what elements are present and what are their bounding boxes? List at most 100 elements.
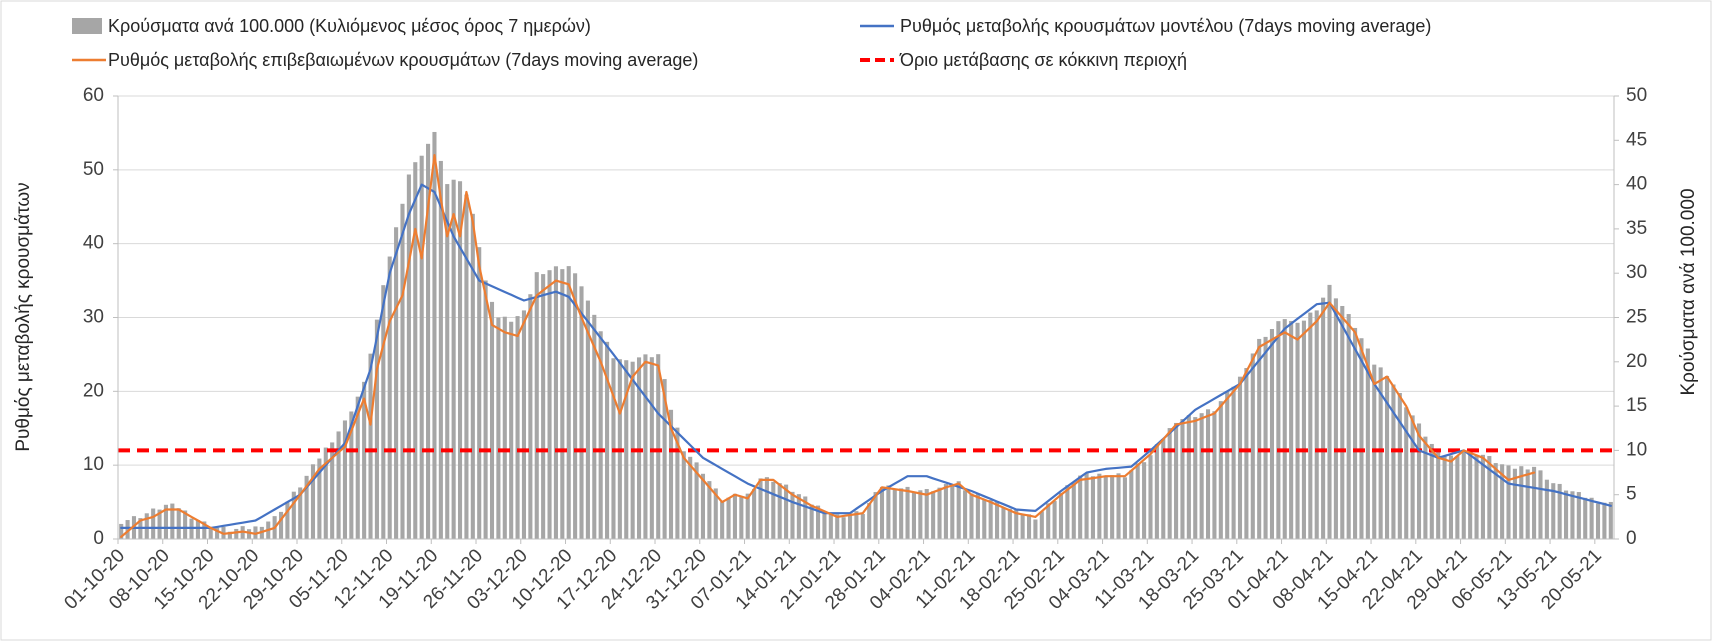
bar	[1174, 422, 1179, 539]
bar	[1346, 314, 1351, 539]
bar	[1052, 501, 1057, 539]
bar	[432, 131, 437, 539]
bar	[636, 357, 642, 539]
bar	[1391, 384, 1396, 539]
bar	[227, 531, 232, 539]
bar	[1442, 456, 1447, 539]
bar	[1289, 320, 1294, 539]
bar	[1161, 439, 1166, 539]
bar	[764, 477, 769, 539]
bar	[310, 464, 316, 539]
bar	[694, 462, 699, 539]
bar	[1295, 322, 1300, 539]
bar	[1359, 338, 1364, 539]
bar	[1416, 423, 1422, 539]
bar	[841, 517, 846, 539]
legend: Κρούσματα ανά 100.000 (Κυλιόμενος μέσος …	[72, 16, 1431, 70]
bar	[323, 447, 328, 539]
bar	[151, 508, 156, 539]
bar	[1583, 497, 1588, 539]
bar	[381, 285, 386, 539]
bar	[1532, 466, 1537, 539]
bar	[592, 314, 597, 539]
bar	[560, 269, 565, 539]
bar	[822, 512, 827, 539]
y-tick-label-left: 40	[83, 233, 104, 254]
bar	[394, 227, 399, 539]
legend-item-model: Ρυθμός μεταβολής κρουσμάτων μοντέλου (7d…	[860, 16, 1431, 36]
y-tick-label-left: 0	[93, 528, 104, 549]
bar-series	[119, 131, 1613, 540]
bar	[521, 310, 527, 539]
bar	[1608, 501, 1613, 539]
bar	[886, 485, 891, 539]
bar	[176, 508, 181, 539]
bar	[1404, 407, 1409, 539]
bar	[1046, 503, 1051, 539]
bar	[1193, 417, 1198, 539]
bar	[707, 481, 712, 539]
bar	[183, 510, 188, 539]
legend-label-model: Ρυθμός μεταβολής κρουσμάτων μοντέλου (7d…	[900, 16, 1431, 36]
bar	[470, 213, 475, 539]
y-tick-label-left: 30	[83, 307, 104, 328]
bar	[1365, 348, 1370, 539]
bar	[643, 354, 648, 539]
bar	[963, 490, 968, 539]
bar	[1001, 507, 1006, 539]
y-axis-title-left: Ρυθμός μεταβολής κρουσμάτων	[13, 182, 34, 451]
bar	[1237, 376, 1243, 539]
bar	[918, 490, 923, 539]
bar	[867, 503, 872, 539]
y-tick-label-left: 50	[83, 159, 104, 180]
bar	[1557, 483, 1562, 539]
bar	[541, 274, 546, 539]
bar	[624, 360, 629, 539]
bar	[1551, 483, 1556, 539]
bar	[1570, 491, 1575, 539]
bar	[1576, 492, 1581, 539]
bar	[215, 527, 220, 539]
bar	[1525, 469, 1530, 539]
bar	[899, 488, 904, 539]
bar	[892, 489, 897, 539]
bar	[457, 181, 463, 539]
bar	[553, 266, 558, 539]
legend-label-threshold: Όριο μετάβασης σε κόκκινη περιοχή	[899, 50, 1187, 70]
bar	[234, 528, 239, 539]
gridlines	[118, 95, 1614, 466]
bar	[784, 484, 789, 539]
bar	[1455, 456, 1460, 539]
bar	[1078, 475, 1083, 539]
bar	[1212, 411, 1217, 539]
bar	[1231, 386, 1236, 539]
bar	[1148, 455, 1153, 539]
bar	[1103, 476, 1108, 539]
bar	[1487, 456, 1492, 539]
bar	[803, 496, 808, 539]
bar	[489, 301, 495, 539]
bar	[771, 481, 776, 539]
bar	[713, 488, 718, 539]
bar	[1058, 492, 1064, 539]
bar	[720, 501, 725, 539]
bar	[745, 493, 750, 539]
bar	[1084, 472, 1089, 539]
bar	[752, 488, 757, 539]
y-tick-label-right: 5	[1626, 484, 1637, 505]
bar	[1026, 514, 1032, 539]
bar	[1589, 497, 1594, 539]
bar	[1276, 321, 1281, 539]
legend-item-confirmed: Ρυθμός μεταβολής επιβεβαιωμένων κρουσμάτ…	[72, 50, 698, 70]
bar	[931, 491, 936, 539]
legend-label-bars: Κρούσματα ανά 100.000 (Κυλιόμενος μέσος …	[108, 16, 591, 36]
bar	[1429, 443, 1434, 539]
bar	[413, 162, 418, 539]
bar	[163, 504, 168, 539]
bar	[1564, 490, 1569, 539]
bar	[330, 442, 335, 539]
bar	[828, 513, 833, 539]
bar	[362, 381, 367, 539]
y-tick-label-right: 10	[1626, 439, 1647, 460]
bar	[336, 431, 341, 539]
